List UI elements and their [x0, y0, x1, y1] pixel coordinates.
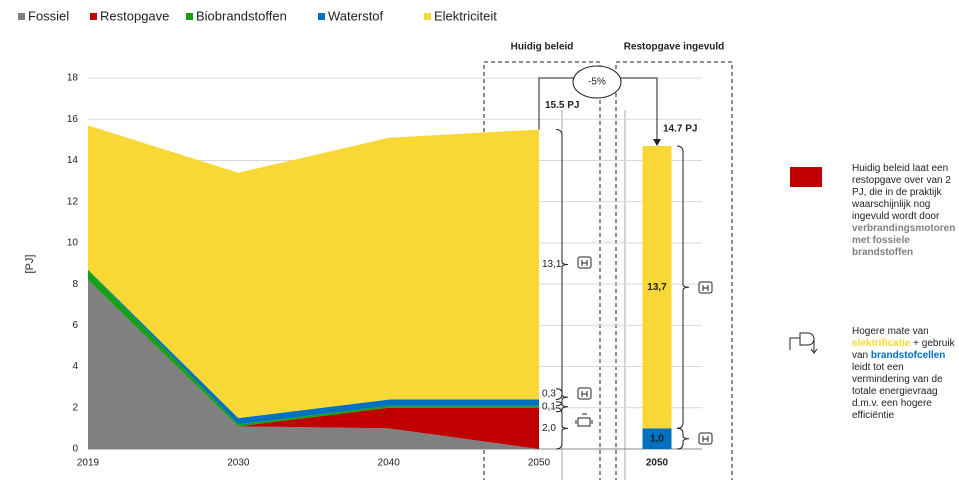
y-tick-label: 12: [67, 196, 79, 207]
panel-title: Huidig beleid: [511, 42, 574, 53]
legend-swatch: [186, 13, 193, 20]
icon: [702, 436, 709, 442]
y-tick-label: 0: [72, 444, 78, 455]
brace: [676, 427, 690, 450]
legend-label: Restopgave: [100, 8, 169, 23]
note-text: leidt tot een vermindering van de totale…: [852, 362, 943, 421]
legend-swatch: [18, 13, 25, 20]
bar: [642, 146, 672, 429]
area: [88, 269, 539, 425]
legend-swatch: [424, 13, 431, 20]
value-label: 13,1: [542, 259, 562, 270]
note-text: verbrandingsmotoren met fossiele brandst…: [852, 223, 956, 258]
value-label: 1,0: [650, 433, 664, 444]
icon: [581, 260, 588, 266]
x-tick-label: 2019: [77, 458, 100, 469]
icon: [577, 387, 592, 400]
area: [88, 279, 539, 449]
bar: [642, 428, 672, 449]
y-tick-label: 6: [72, 320, 78, 331]
icon: [577, 256, 592, 269]
y-tick-label: 2: [72, 402, 78, 413]
value-label: 2,0: [542, 423, 556, 434]
y-axis-label: [PJ]: [24, 255, 36, 274]
legend-swatch: [90, 13, 97, 20]
icon: [698, 281, 713, 294]
x-tick-label: 2030: [227, 458, 250, 469]
y-tick-label: 4: [72, 361, 78, 372]
icon: [575, 413, 593, 427]
legend-label: Elektriciteit: [434, 8, 497, 23]
change-bubble: [572, 65, 622, 99]
icon: [698, 432, 713, 445]
total-label: 15.5 PJ: [545, 100, 579, 111]
arrow-head: [653, 139, 661, 147]
note-swatch: [790, 167, 822, 187]
value-label: 0,3: [542, 388, 556, 399]
note-icon: [789, 332, 818, 354]
x-tick-label: 2050: [646, 458, 669, 469]
note-text: elektrificatie: [852, 338, 911, 349]
brace: [676, 145, 690, 429]
legend-label: Biobrandstoffen: [196, 8, 287, 23]
brace: [555, 407, 569, 450]
area: [88, 269, 539, 427]
y-tick-label: 16: [67, 114, 79, 125]
y-tick-label: 10: [67, 238, 79, 249]
icon: [702, 285, 709, 291]
total-label: 14.7 PJ: [663, 124, 697, 135]
note: Hogere mate van elektrificatie + gebruik…: [852, 326, 959, 422]
change-label: -5%: [588, 77, 606, 88]
legend-swatch: [318, 13, 325, 20]
note-text: + gebruik van: [852, 338, 955, 361]
note-text: Huidig beleid laat een restopgave over v…: [852, 163, 951, 222]
x-tick-label: 2040: [378, 458, 401, 469]
area: [88, 125, 539, 419]
brace: [555, 129, 569, 401]
panel-frame: [615, 61, 733, 480]
note-text: brandstofcellen: [870, 350, 946, 361]
value-label: 13,7: [647, 282, 667, 293]
icon: [581, 391, 588, 397]
y-tick-label: 14: [67, 155, 79, 166]
value-label: 0,1: [542, 401, 556, 412]
y-tick-label: 18: [67, 73, 79, 84]
area: [88, 279, 539, 449]
note: Huidig beleid laat een restopgave over v…: [852, 163, 959, 259]
legend-label: Fossiel: [28, 8, 69, 23]
legend-label: Waterstof: [328, 8, 384, 23]
note-text: Hogere mate van: [852, 326, 929, 337]
panel-title: Restopgave ingevuld: [624, 42, 725, 53]
y-tick-label: 8: [72, 279, 78, 290]
x-tick-label: 2050: [528, 458, 551, 469]
